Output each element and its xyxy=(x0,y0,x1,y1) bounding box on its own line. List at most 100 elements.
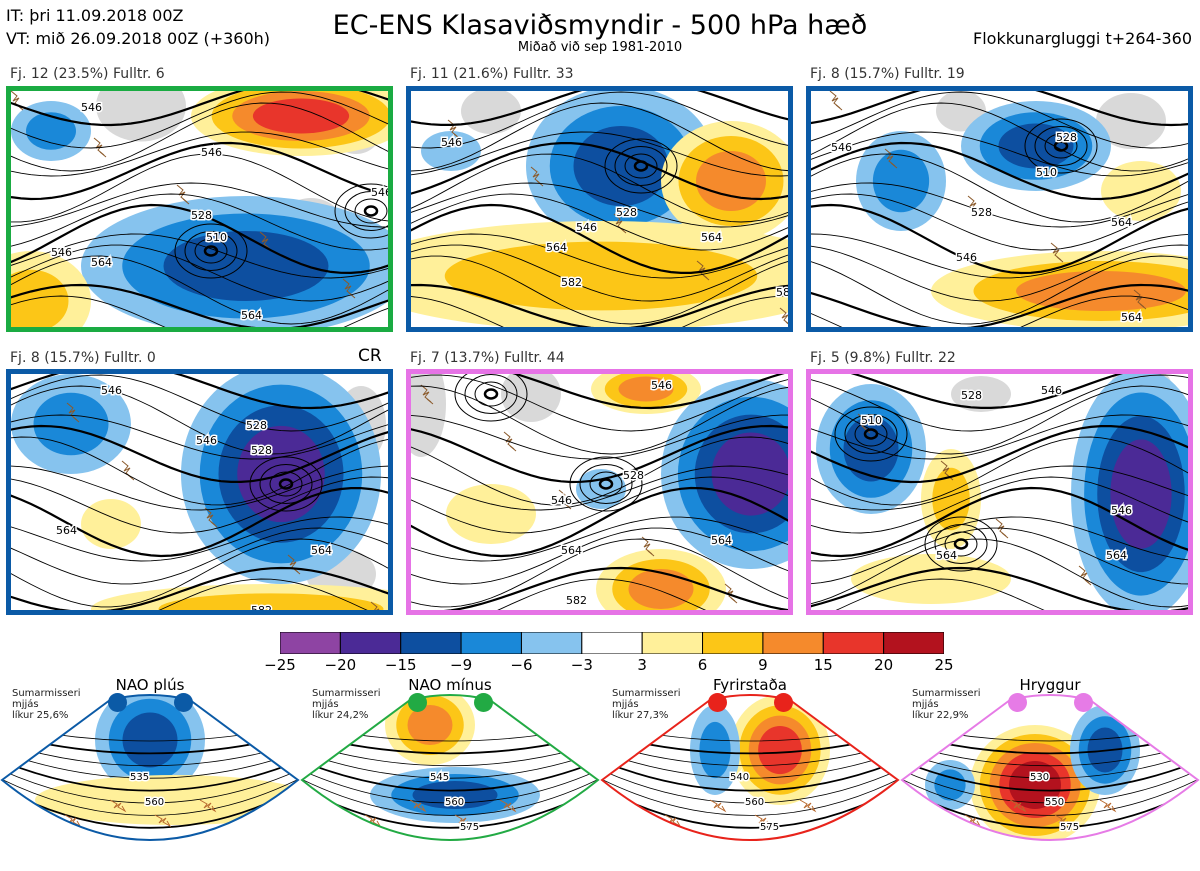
height-contour xyxy=(811,516,1188,562)
anomaly-shading xyxy=(407,705,453,745)
anomaly-shading xyxy=(122,712,178,768)
closed-contour xyxy=(1024,118,1098,174)
height-contour xyxy=(411,283,788,327)
height-contour xyxy=(811,102,1188,172)
regime-marker-dot xyxy=(108,693,127,712)
regime-note-line: mjjás xyxy=(912,699,939,710)
anomaly-shading xyxy=(872,149,930,213)
regime-title: NAO mínus xyxy=(408,676,492,694)
coastline xyxy=(199,799,217,813)
height-contour xyxy=(811,414,1188,460)
height-contour xyxy=(411,374,788,432)
fan-outline xyxy=(300,694,600,841)
coastline xyxy=(967,195,981,216)
contour-label: 575 xyxy=(760,822,779,833)
contour-label: 560 xyxy=(145,797,164,808)
height-contour xyxy=(2,751,298,792)
contour-label: 564 xyxy=(561,544,582,557)
classification-window: Flokkunargluggi t+264-360 xyxy=(973,29,1192,48)
height-contour xyxy=(811,193,1188,251)
contour-label: 582 xyxy=(561,276,582,289)
map-field: 546 528 510 528 546 564 564 xyxy=(811,91,1188,327)
height-contour xyxy=(811,283,1188,327)
height-contour xyxy=(411,414,788,460)
regime-note-line: líkur 22,9% xyxy=(912,710,969,721)
height-contour xyxy=(902,751,1198,792)
contour-label: 564 xyxy=(936,549,957,562)
height-contour xyxy=(11,131,388,177)
colorbar-swatch xyxy=(822,632,885,654)
height-contour xyxy=(811,233,1188,279)
regime-note-line: líkur 24,2% xyxy=(312,710,369,721)
colorbar-swatch xyxy=(339,632,402,654)
map-field: 546 528 546 564 564 582 582 xyxy=(411,91,788,327)
anomaly-shading xyxy=(252,98,350,134)
contour-label: 546 xyxy=(956,251,977,264)
height-contour xyxy=(11,414,388,460)
height-contour xyxy=(411,538,788,608)
closed-contour xyxy=(604,138,678,194)
anomaly-shading xyxy=(932,467,970,531)
contour-label: 564 xyxy=(1111,216,1132,229)
regime-fan-map: 535 560 xyxy=(0,694,300,841)
anomaly-shading xyxy=(11,269,69,327)
contour-label: 564 xyxy=(91,256,112,269)
contour-label: 545 xyxy=(430,772,449,783)
height-contour xyxy=(11,255,388,325)
coastline xyxy=(709,799,727,813)
anomaly-shading xyxy=(696,151,766,211)
colorbar-tick: −15 xyxy=(384,656,417,674)
contour-label: 510 xyxy=(1036,166,1057,179)
anomaly-shading xyxy=(158,593,384,610)
map-field: 510 528 546 546 564 564 xyxy=(811,374,1188,610)
contour-label: 530 xyxy=(1030,772,1049,783)
cr-label: CR xyxy=(358,346,382,366)
coastline xyxy=(109,799,127,813)
colorbar-tick: 15 xyxy=(813,656,833,674)
contour-label: 546 xyxy=(201,146,222,159)
height-contour xyxy=(411,255,788,325)
colorbar-tick: −3 xyxy=(570,656,593,674)
coastline xyxy=(641,536,655,557)
regime-note: Sumarmisseri mjjás líkur 22,9% xyxy=(912,688,980,721)
cluster-map-panel: 546 528 510 546 564 546 564 546 xyxy=(6,86,393,332)
closed-contour xyxy=(924,516,998,572)
height-contour xyxy=(602,751,898,792)
height-contour xyxy=(411,486,788,558)
anomaly-shading xyxy=(444,241,758,311)
height-contour xyxy=(411,91,788,149)
height-contour xyxy=(411,295,788,327)
height-contour xyxy=(811,131,1188,177)
height-contour xyxy=(411,153,788,223)
regime-title: Fyrirstaða xyxy=(713,676,787,694)
map-field: 546 528 546 564 564 582 xyxy=(411,374,788,610)
colorbar-tick: 9 xyxy=(758,656,768,674)
closed-contour xyxy=(579,464,633,504)
height-contour xyxy=(811,203,1188,275)
contour-label: 528 xyxy=(1056,131,1077,144)
closed-contour xyxy=(953,538,969,550)
coastline xyxy=(829,91,843,111)
closed-contour xyxy=(194,238,228,264)
height-contour xyxy=(2,759,298,804)
contour-label: 540 xyxy=(730,772,749,783)
coastline xyxy=(1054,814,1072,828)
contour-label: 546 xyxy=(576,221,597,234)
contour-label: 546 xyxy=(651,379,672,392)
height-contour xyxy=(811,153,1188,223)
contour-label: 528 xyxy=(246,419,267,432)
anomaly-shading xyxy=(1110,439,1172,549)
closed-contour xyxy=(278,478,294,490)
height-contour xyxy=(811,527,1188,585)
contour-label: 546 xyxy=(1111,504,1132,517)
height-contour xyxy=(411,91,788,126)
height-contour xyxy=(11,141,388,201)
coastline xyxy=(940,460,954,481)
height-contour xyxy=(11,436,388,506)
colorbar-tick: 20 xyxy=(874,656,894,674)
panel-label: Fj. 5 (9.8%) Fulltr. 22 xyxy=(810,350,956,366)
anomaly-shading xyxy=(711,432,788,516)
colorbar-swatch xyxy=(280,632,341,654)
coastline xyxy=(844,814,862,828)
closed-contour xyxy=(1053,140,1069,152)
